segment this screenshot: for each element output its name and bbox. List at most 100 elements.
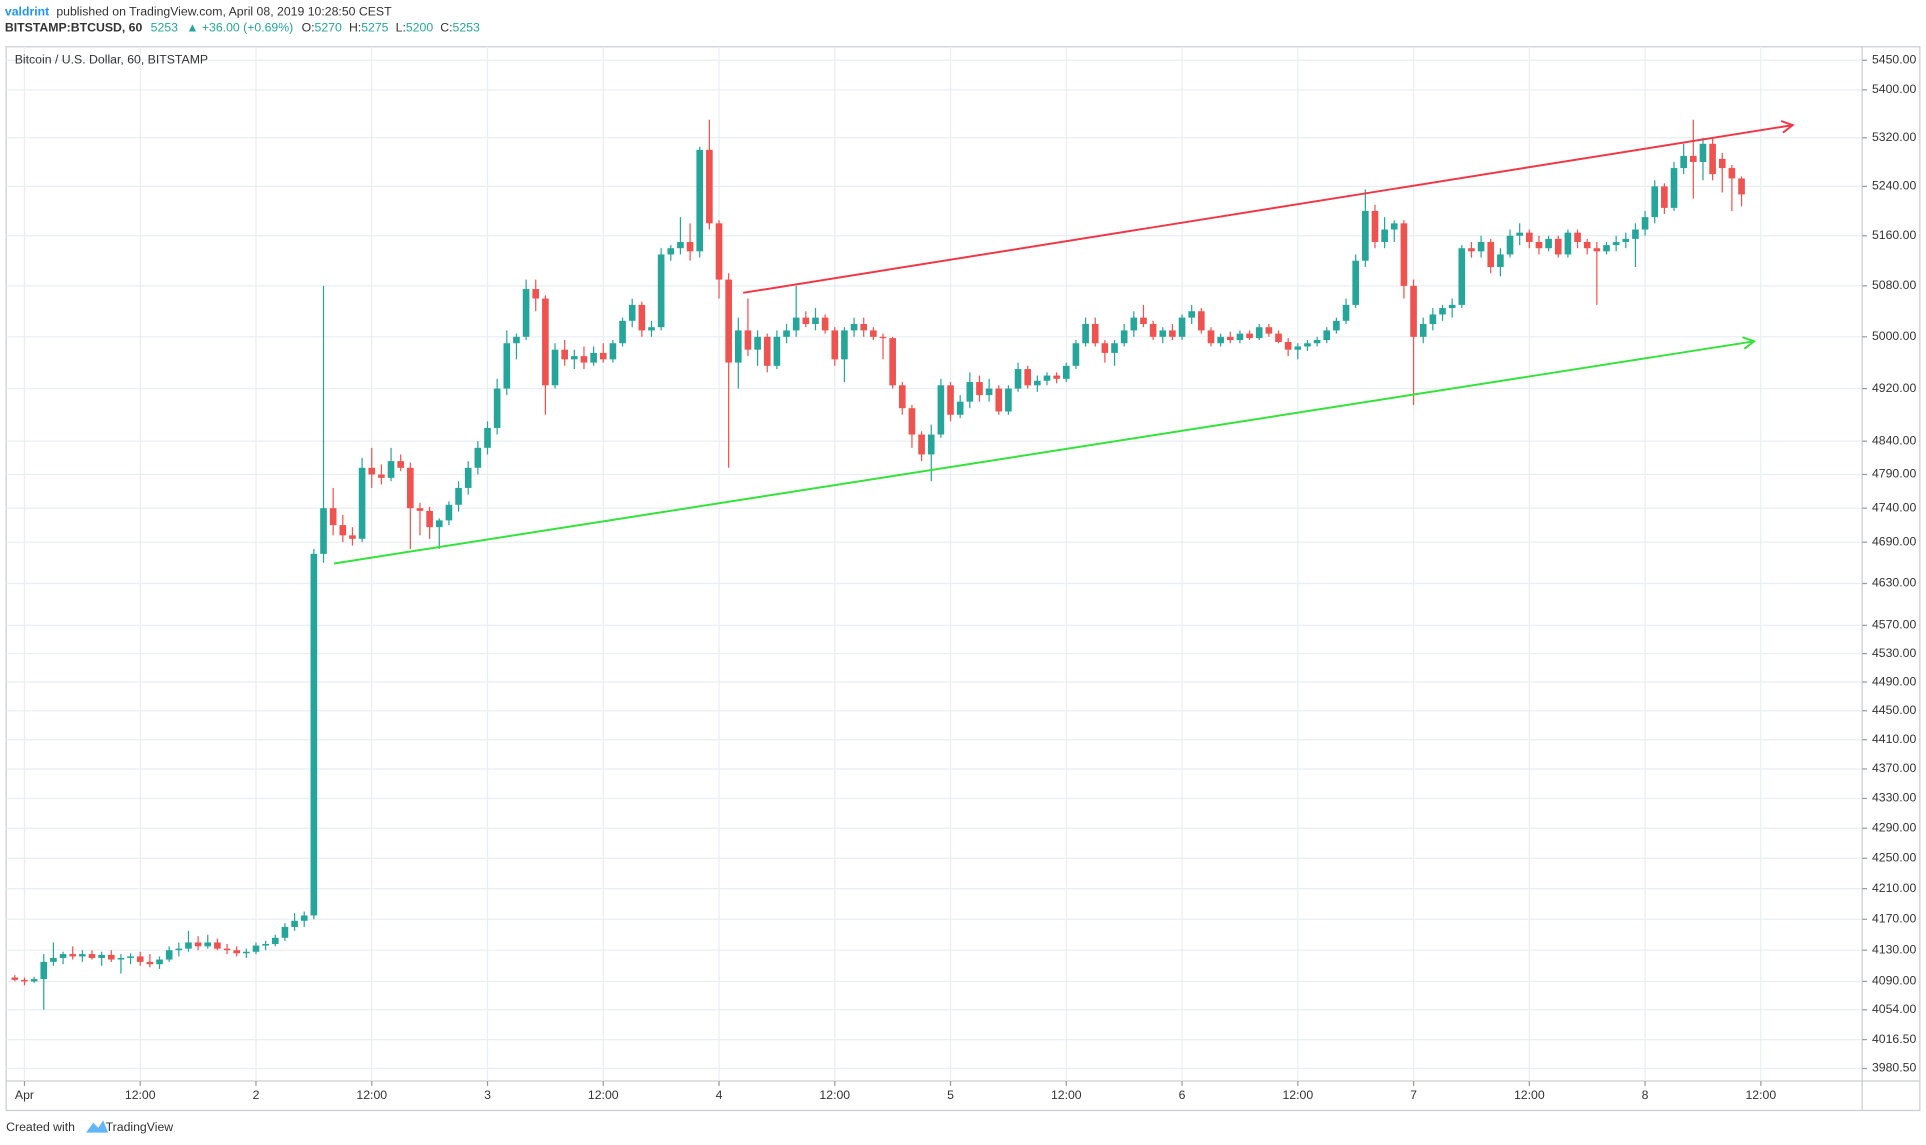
candle-body (455, 487, 462, 505)
candle-body (571, 356, 578, 360)
candle-body (1034, 380, 1041, 386)
x-tick-label: 2 (253, 1088, 260, 1102)
candle-body (1188, 311, 1196, 318)
candle-body (136, 956, 144, 962)
candle-body (320, 508, 327, 554)
candle-body (194, 942, 202, 947)
candle-body (609, 343, 617, 360)
candle-body (744, 330, 752, 350)
y-tick-label: 4054.00 (1872, 1002, 1917, 1016)
y-tick-label: 4016.50 (1872, 1032, 1917, 1046)
candle-body (1574, 232, 1581, 242)
candle-body (1689, 155, 1697, 162)
candle-body (464, 467, 472, 488)
candle-body (1400, 223, 1408, 286)
candle-body (435, 520, 443, 528)
candle-body (1198, 311, 1205, 331)
candle-body (686, 241, 694, 252)
ohlc-label: O: (302, 21, 315, 35)
candle-body (1497, 254, 1504, 267)
candle-body (40, 961, 48, 980)
candle-body (1526, 232, 1533, 242)
candle-body (1429, 314, 1437, 325)
candle-body (1207, 330, 1215, 344)
y-tick-label: 4250.00 (1872, 851, 1917, 865)
candle-body (1169, 330, 1176, 337)
candle-body (1140, 317, 1147, 325)
candle-body (503, 343, 511, 389)
y-tick-label: 4840.00 (1872, 433, 1917, 447)
candle-body (947, 385, 954, 415)
trend-lines (333, 120, 1795, 565)
candle-body (763, 336, 771, 366)
x-tick-label: 12:00 (1745, 1088, 1776, 1102)
ohlc-value: 5253 (453, 21, 480, 35)
y-tick-label: 5080.00 (1872, 278, 1917, 292)
candle-body (850, 324, 858, 331)
candle-body (870, 330, 877, 337)
candle-body (21, 979, 28, 982)
candle-body (1062, 365, 1070, 379)
y-tick-label: 4490.00 (1872, 674, 1917, 688)
candle-body (1255, 327, 1263, 339)
candle-body (1699, 143, 1707, 162)
candle-body (79, 954, 86, 957)
candle-body (792, 317, 800, 331)
candle-body (590, 352, 597, 363)
logo-icon (85, 1120, 109, 1133)
ohlc-label: L: (396, 21, 406, 35)
candle-body (1506, 235, 1514, 255)
candle-body (1622, 238, 1630, 242)
footer-brand: TradingView (106, 1120, 174, 1134)
x-tick-label: 12:00 (1051, 1088, 1082, 1102)
y-tick-label: 5240.00 (1872, 179, 1917, 193)
candle-body (1043, 375, 1051, 381)
candle-body (1458, 248, 1466, 305)
candle-body (1603, 245, 1610, 252)
candle-body (1159, 330, 1167, 337)
candle-body (821, 317, 829, 331)
candle-body (879, 336, 887, 339)
candle-body (426, 510, 433, 528)
ohlc-value: 5200 (406, 21, 433, 35)
x-tick-label: 12:00 (588, 1088, 619, 1102)
y-tick-label: 5400.00 (1872, 82, 1917, 96)
y-tick-label: 4370.00 (1872, 761, 1917, 775)
symbol: BITSTAMP:BTCUSD, 60 (5, 21, 143, 35)
candle-body (1323, 330, 1331, 341)
candle-body (1583, 241, 1591, 249)
x-tick-label: 4 (716, 1088, 723, 1102)
candle-body (898, 385, 906, 409)
trend-line (333, 340, 1755, 565)
x-tick-label: 12:00 (356, 1088, 387, 1102)
candle-body (1101, 343, 1109, 353)
candle-body (1005, 388, 1012, 412)
candle-body (1516, 232, 1523, 236)
trend-line (742, 124, 1793, 294)
candle-body (1545, 238, 1552, 249)
candle-body (1072, 343, 1080, 366)
candle-body (291, 920, 298, 927)
candle-body (329, 508, 337, 526)
candle-body (783, 330, 790, 337)
candle-body (117, 957, 125, 960)
candle-body (1468, 248, 1475, 252)
candle-body (387, 461, 395, 478)
footer-created: Created with (6, 1120, 75, 1134)
candle-body (1641, 217, 1649, 230)
candle-body (1217, 336, 1224, 344)
candle-body (1149, 324, 1157, 337)
candle-body (599, 352, 607, 360)
candle-body (831, 330, 839, 360)
published-line: valdrint published on TradingView.com, A… (5, 5, 392, 19)
candle-body (1333, 320, 1340, 331)
candle-body (484, 427, 491, 448)
candle-body (127, 956, 134, 958)
y-tick-label: 5450.00 (1872, 53, 1917, 67)
symbol-line: BITSTAMP:BTCUSD, 60 5253 ▲ +36.00 (+0.69… (5, 21, 480, 35)
y-tick-label: 4210.00 (1872, 881, 1917, 895)
candle-body (11, 977, 19, 980)
candle-body (1275, 333, 1282, 342)
candle-body (1564, 232, 1572, 255)
